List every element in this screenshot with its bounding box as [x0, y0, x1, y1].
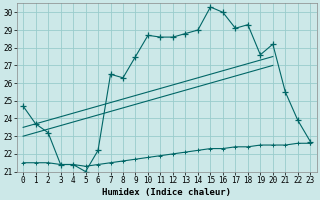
- X-axis label: Humidex (Indice chaleur): Humidex (Indice chaleur): [102, 188, 231, 197]
